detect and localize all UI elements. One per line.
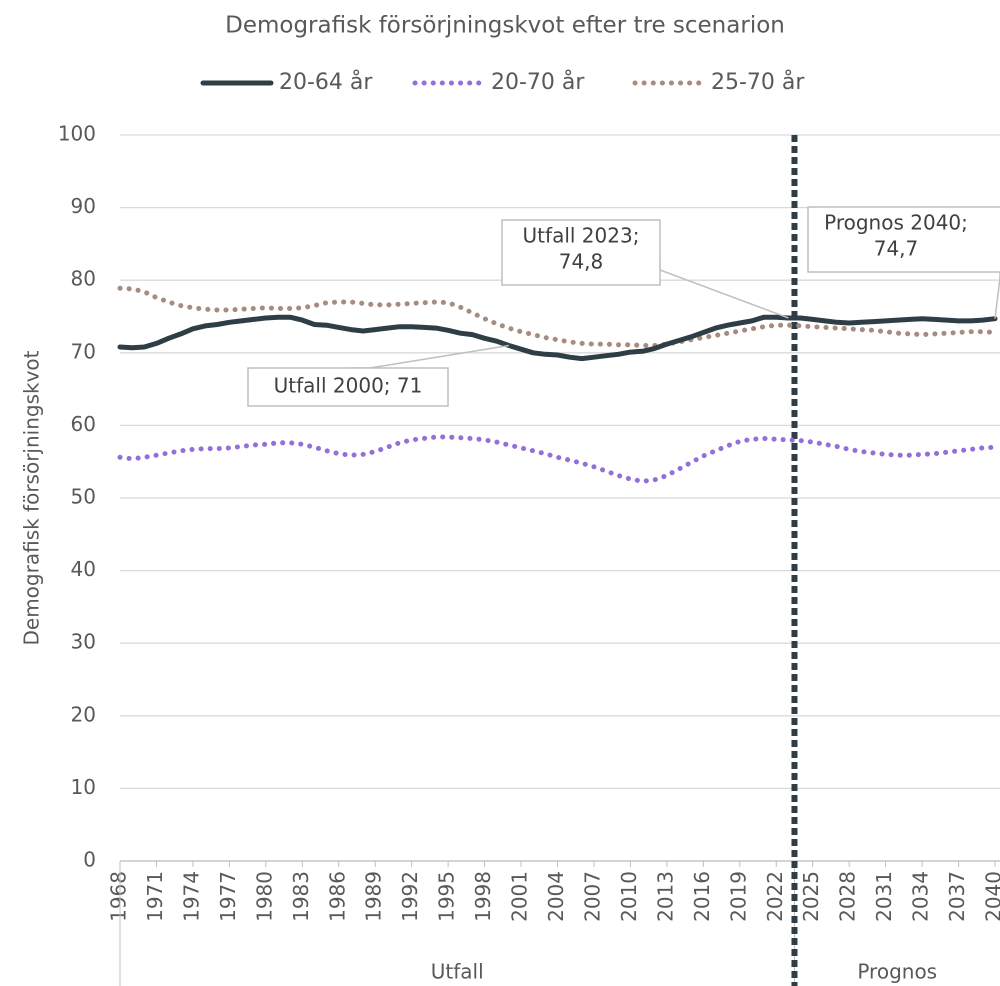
- x-tick-label: 2031: [872, 871, 896, 922]
- x-tick-label: 1980: [252, 871, 276, 922]
- chart-title: Demografisk försörjningskvot efter tre s…: [225, 13, 785, 39]
- y-tick-label: 40: [71, 557, 96, 581]
- y-tick-label: 30: [71, 630, 96, 654]
- x-tick-label: 1983: [289, 871, 313, 922]
- x-tick-label: 1995: [435, 871, 459, 922]
- legend-label: 25-70 år: [711, 69, 805, 95]
- group-label: Prognos: [857, 960, 937, 984]
- legend-label: 20-64 år: [279, 69, 373, 95]
- y-tick-label: 70: [71, 339, 96, 363]
- y-tick-label: 60: [71, 412, 96, 436]
- x-tick-label: 2034: [909, 871, 933, 922]
- y-tick-label: 100: [58, 122, 96, 146]
- y-tick-label: 90: [71, 194, 96, 218]
- x-tick-label: 2001: [508, 871, 532, 922]
- annotation-leader: [350, 344, 510, 369]
- x-tick-label: 2037: [945, 871, 969, 922]
- x-tick-label: 2040: [982, 871, 1000, 922]
- series-line: [117, 285, 998, 348]
- y-axis-label: Demografisk försörjningskvot: [20, 350, 44, 645]
- x-tick-label: 2025: [799, 871, 823, 922]
- annotation-text: Utfall 2000; 71: [274, 374, 423, 398]
- legend-label: 20-70 år: [491, 69, 585, 95]
- group-label: Utfall: [431, 960, 484, 984]
- y-tick-label: 0: [83, 848, 96, 872]
- x-tick-label: 1971: [143, 871, 167, 922]
- x-tick-label: 1974: [179, 871, 203, 922]
- annotation-text: Prognos 2040;: [824, 211, 968, 235]
- annotation-leader: [994, 270, 1000, 319]
- x-tick-label: 1998: [471, 871, 495, 922]
- x-tick-label: 2019: [726, 871, 750, 922]
- x-tick-label: 2016: [690, 871, 714, 922]
- y-tick-label: 20: [71, 702, 96, 726]
- annotation-box: [807, 206, 1000, 273]
- x-tick-label: 2004: [544, 871, 568, 922]
- x-tick-label: 2013: [653, 871, 677, 922]
- annotation-leader: [659, 262, 789, 319]
- y-tick-label: 80: [71, 267, 96, 291]
- x-tick-label: 1968: [107, 871, 131, 922]
- x-tick-label: 1992: [398, 871, 422, 922]
- annotation-text: Utfall 2023;: [523, 224, 640, 248]
- y-tick-label: 50: [71, 485, 96, 509]
- annotation-text: 74,8: [559, 250, 604, 274]
- x-tick-label: 1977: [216, 871, 240, 922]
- annotation-box: [247, 367, 449, 407]
- x-tick-label: 2028: [836, 871, 860, 922]
- annotation-box: [501, 219, 661, 286]
- x-tick-label: 2007: [580, 871, 604, 922]
- y-tick-label: 10: [71, 775, 96, 799]
- x-tick-label: 1986: [325, 871, 349, 922]
- x-tick-label: 1989: [362, 871, 386, 922]
- series-line: [117, 314, 998, 362]
- annotation-text: 74,7: [874, 237, 919, 261]
- series-line: [117, 434, 998, 484]
- x-tick-label: 2010: [617, 871, 641, 922]
- x-tick-label: 2022: [763, 871, 787, 922]
